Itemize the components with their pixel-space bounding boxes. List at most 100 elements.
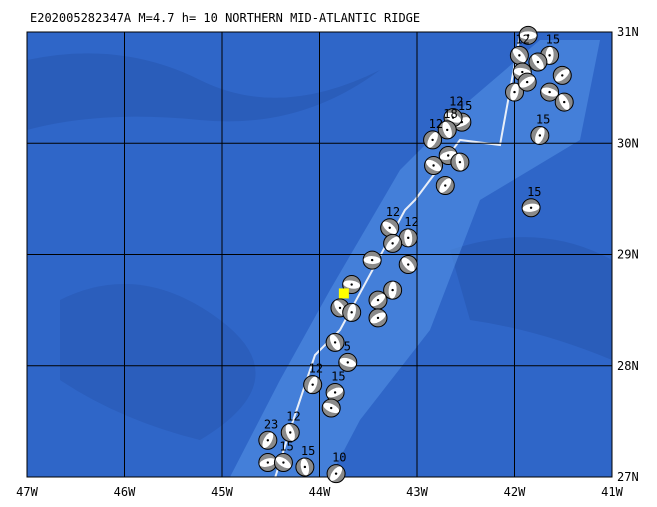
title: E202005282347A M=4.7 h= 10 NORTHERN MID-… xyxy=(30,11,420,25)
beachball-axis xyxy=(538,134,542,137)
depth-label: 12 xyxy=(286,410,300,424)
focal-mechanism xyxy=(517,72,537,92)
x-tick-label: 44W xyxy=(309,485,331,499)
focal-mechanism xyxy=(258,453,278,473)
focal-mechanism xyxy=(552,65,572,85)
focal-mechanism: 23 xyxy=(258,417,278,450)
focal-mechanism: 12 xyxy=(398,215,419,248)
y-tick-label: 27N xyxy=(617,470,639,484)
focal-mechanism xyxy=(435,176,455,196)
depth-label: 15 xyxy=(279,440,293,454)
focal-mechanism xyxy=(383,233,403,253)
beachball-axis xyxy=(334,472,338,475)
x-tick-label: 43W xyxy=(406,485,428,499)
x-tick-label: 46W xyxy=(114,485,136,499)
focal-mechanism: 15 xyxy=(325,369,346,402)
beachball-axis xyxy=(289,431,292,434)
depth-label: 12 xyxy=(515,32,529,46)
focal-mechanism: 15 xyxy=(273,440,294,473)
beachball-axis xyxy=(376,316,380,320)
focal-mechanism: 12 xyxy=(303,362,323,395)
beachball-axis xyxy=(376,298,380,302)
beachball-axis xyxy=(529,206,533,209)
beachball-axis xyxy=(266,461,270,464)
depth-label: 12 xyxy=(386,205,400,219)
focal-mechanism: 12 xyxy=(280,410,301,442)
focal-mechanism xyxy=(368,308,388,328)
depth-label: 15 xyxy=(301,444,315,458)
focal-mechanism xyxy=(368,290,388,310)
focal-mechanism xyxy=(342,302,362,322)
y-tick-label: 30N xyxy=(617,136,639,150)
depth-label: 15 xyxy=(536,112,550,126)
depth-label: 12 xyxy=(404,215,418,229)
focal-mechanism: 15 xyxy=(295,444,315,477)
beachball-axis xyxy=(444,184,447,187)
beachball-axis xyxy=(407,263,410,266)
depth-label: 15 xyxy=(458,99,472,113)
focal-mechanism: 15 xyxy=(521,185,542,218)
focal-mechanism: 12 xyxy=(423,117,443,150)
focal-mechanism xyxy=(518,25,538,45)
depth-label: 15 xyxy=(527,185,541,199)
beachball-axis xyxy=(338,306,342,310)
focal-mechanism: 18 xyxy=(437,107,458,140)
beachball-axis xyxy=(513,90,516,94)
focal-mechanism xyxy=(325,332,345,352)
x-tick-label: 47W xyxy=(16,485,38,499)
beachball-axis xyxy=(458,160,462,164)
beachball-axis xyxy=(521,70,524,74)
beachball-axis xyxy=(266,439,270,442)
beachball-axis xyxy=(432,164,435,167)
focal-mechanism xyxy=(450,152,470,172)
depth-label: 15 xyxy=(546,32,560,46)
focal-mechanism xyxy=(540,82,560,102)
beachball-axis xyxy=(333,391,337,394)
focal-mechanism: 5 xyxy=(338,339,358,372)
focal-mechanism: 15 xyxy=(530,112,550,145)
beachball-axis xyxy=(282,461,285,464)
focal-mechanism xyxy=(424,156,444,175)
x-tick-label: 41W xyxy=(601,485,623,499)
depth-label: 12 xyxy=(449,95,463,109)
beachball-axis xyxy=(370,258,374,262)
beachball-axis xyxy=(446,128,449,132)
beachball-axis xyxy=(447,154,450,157)
y-tick-label: 28N xyxy=(617,359,639,373)
beachball-axis xyxy=(451,116,455,119)
depth-label: 12 xyxy=(309,362,323,376)
beachball-axis xyxy=(333,341,337,344)
beachball-axis xyxy=(303,465,307,469)
focal-mechanism xyxy=(383,280,403,300)
beachball-axis xyxy=(548,54,551,57)
beachball-axis xyxy=(407,236,410,240)
beachball-axis xyxy=(311,383,314,386)
focal-mechanism: 10 xyxy=(326,451,347,484)
beachball-axis xyxy=(391,288,394,292)
focal-mechanism xyxy=(554,92,574,112)
beachball-axis xyxy=(431,138,434,142)
focal-mechanism xyxy=(321,398,341,418)
beachball-axis xyxy=(330,406,333,410)
depth-label: 23 xyxy=(264,417,278,431)
beachball-axis xyxy=(563,100,566,104)
beachball-axis xyxy=(388,226,391,229)
depth-label: 10 xyxy=(332,451,346,465)
focal-mechanism xyxy=(398,255,418,275)
y-tick-label: 31N xyxy=(617,25,639,39)
beachball-axis xyxy=(536,60,540,64)
x-tick-label: 45W xyxy=(211,485,233,499)
beachball-axis xyxy=(548,90,551,94)
beachball-axis xyxy=(350,311,353,314)
beachball-axis xyxy=(525,80,529,84)
depth-label: 12 xyxy=(429,117,443,131)
y-tick-label: 29N xyxy=(617,248,639,262)
x-tick-label: 42W xyxy=(504,485,526,499)
focal-mechanism xyxy=(528,52,548,72)
beachball-axis xyxy=(391,242,394,245)
epicenter xyxy=(338,288,349,299)
beachball-axis xyxy=(518,54,521,57)
beachball-axis xyxy=(346,361,349,364)
focal-mechanism xyxy=(362,250,382,270)
